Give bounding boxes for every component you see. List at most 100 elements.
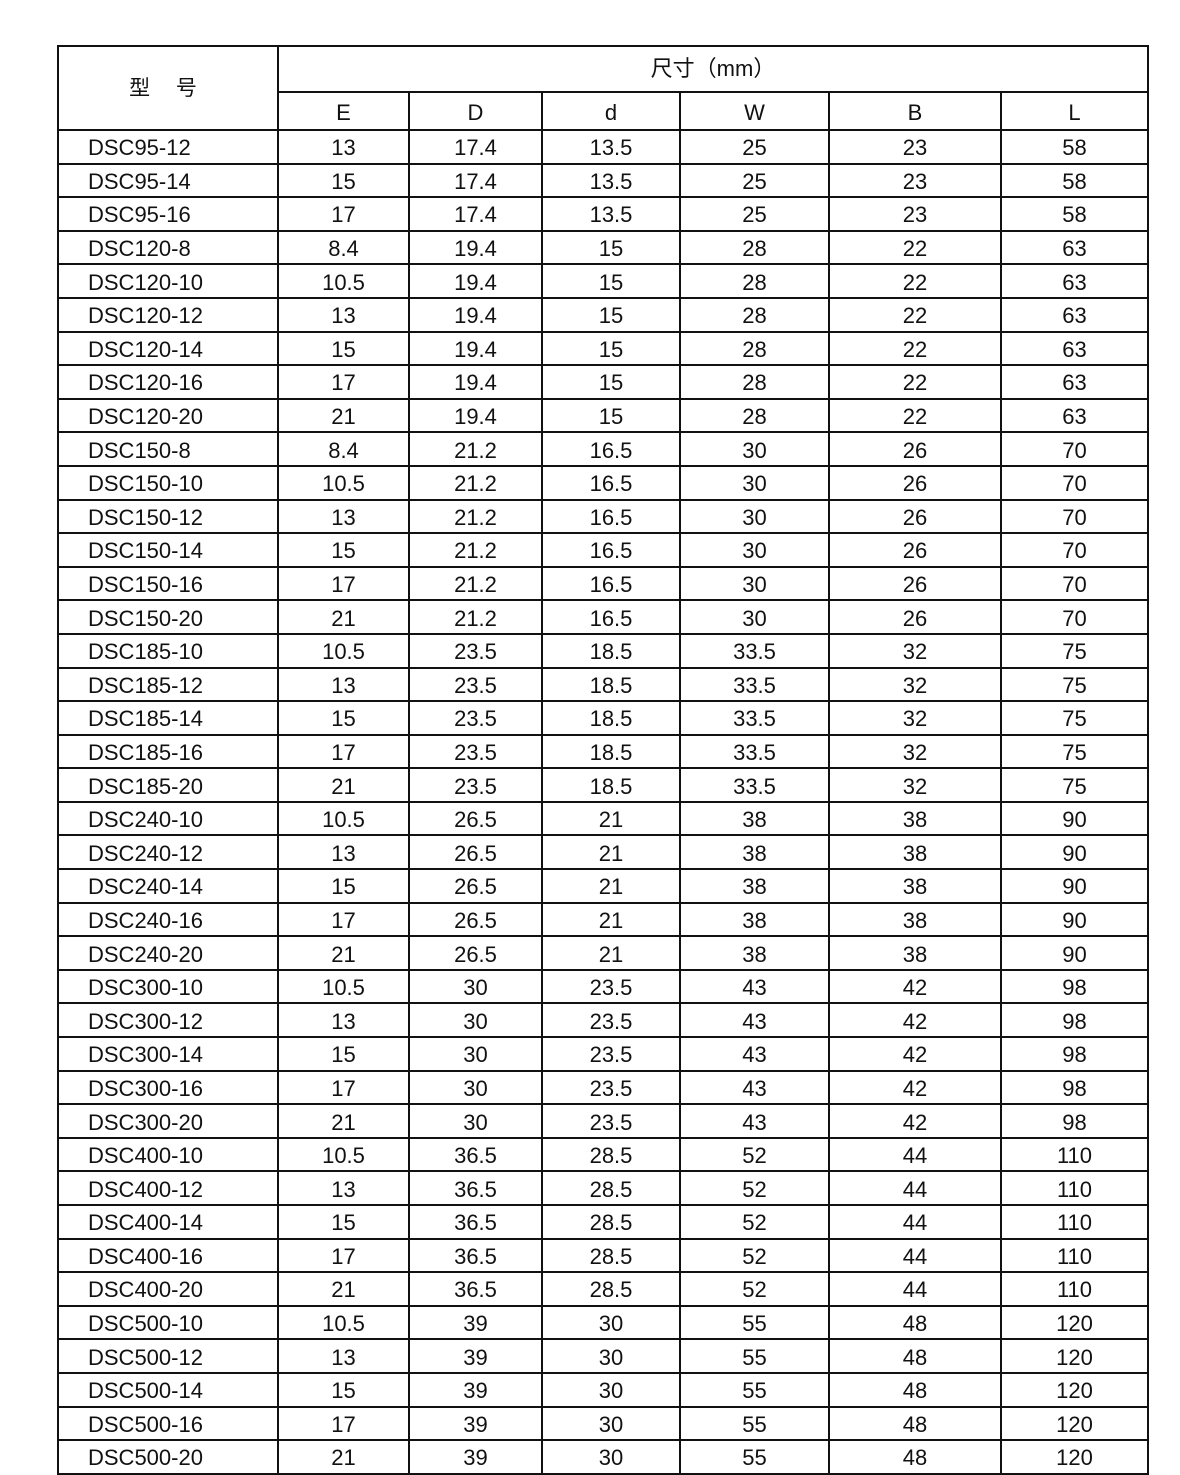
- value-cell-W: 38: [679, 901, 830, 938]
- value-cell-E: 15: [277, 1371, 410, 1408]
- value-cell-L: 120: [1000, 1304, 1149, 1341]
- table-row: DSC95-14 15 17.4 13.5 25 23 58: [57, 162, 1149, 199]
- value-cell-B: 38: [828, 901, 1002, 938]
- value-cell-L: 75: [1000, 733, 1149, 770]
- value-cell-d: 13.5: [541, 129, 681, 165]
- table-row: DSC300-12 13 30 23.5 43 42 98: [57, 1002, 1149, 1039]
- value-cell-D: 39: [408, 1338, 543, 1374]
- value-cell-E: 15: [277, 532, 410, 568]
- value-cell-D: 36.5: [408, 1170, 543, 1206]
- value-cell-d: 28.5: [541, 1136, 681, 1173]
- table-row: DSC400-16 17 36.5 28.5 52 44 110: [57, 1237, 1149, 1274]
- value-cell-E: 21: [277, 397, 410, 434]
- value-cell-B: 22: [828, 263, 1002, 299]
- value-cell-L: 70: [1000, 532, 1149, 568]
- model-cell: DSC150-8: [57, 431, 279, 467]
- value-cell-W: 28: [679, 397, 830, 434]
- value-cell-B: 22: [828, 330, 1002, 367]
- value-cell-L: 90: [1000, 868, 1149, 904]
- model-cell: DSC240-10: [57, 800, 279, 837]
- value-cell-W: 38: [679, 935, 830, 971]
- value-cell-E: 13: [277, 666, 410, 703]
- value-cell-d: 23.5: [541, 1069, 681, 1106]
- model-cell: DSC300-20: [57, 1103, 279, 1139]
- table-row: DSC240-10 10.5 26.5 21 38 38 90: [57, 800, 1149, 837]
- value-cell-B: 48: [828, 1405, 1002, 1442]
- value-cell-D: 21.2: [408, 431, 543, 467]
- value-cell-D: 19.4: [408, 364, 543, 400]
- table-row: DSC400-20 21 36.5 28.5 52 44 110: [57, 1271, 1149, 1307]
- value-cell-L: 110: [1000, 1204, 1149, 1240]
- table-row: DSC500-14 15 39 30 55 48 120: [57, 1371, 1149, 1408]
- table-row: DSC120-16 17 19.4 15 28 22 63: [57, 364, 1149, 400]
- value-cell-d: 28.5: [541, 1237, 681, 1274]
- table-row: DSC185-14 15 23.5 18.5 33.5 32 75: [57, 700, 1149, 736]
- model-cell: DSC150-12: [57, 498, 279, 535]
- model-cell: DSC95-12: [57, 129, 279, 165]
- value-cell-L: 98: [1000, 968, 1149, 1005]
- value-cell-d: 15: [541, 364, 681, 400]
- value-cell-d: 16.5: [541, 565, 681, 602]
- table-row: DSC400-12 13 36.5 28.5 52 44 110: [57, 1170, 1149, 1206]
- value-cell-W: 43: [679, 1002, 830, 1039]
- value-cell-W: 28: [679, 364, 830, 400]
- column-header-E: E: [277, 91, 410, 131]
- value-cell-L: 120: [1000, 1338, 1149, 1374]
- model-cell: DSC240-20: [57, 935, 279, 971]
- value-cell-d: 15: [541, 330, 681, 367]
- value-cell-W: 52: [679, 1136, 830, 1173]
- model-cell: DSC500-10: [57, 1304, 279, 1341]
- value-cell-L: 63: [1000, 330, 1149, 367]
- value-cell-L: 110: [1000, 1271, 1149, 1307]
- column-header-d: d: [541, 91, 681, 131]
- value-cell-E: 21: [277, 767, 410, 803]
- table-row: DSC150-10 10.5 21.2 16.5 30 26 70: [57, 464, 1149, 501]
- model-cell: DSC400-20: [57, 1271, 279, 1307]
- model-cell: DSC120-16: [57, 364, 279, 400]
- value-cell-D: 26.5: [408, 834, 543, 871]
- value-cell-L: 120: [1000, 1439, 1149, 1475]
- value-cell-D: 36.5: [408, 1204, 543, 1240]
- value-cell-B: 23: [828, 129, 1002, 165]
- value-cell-E: 15: [277, 1036, 410, 1072]
- value-cell-B: 22: [828, 397, 1002, 434]
- table-row: DSC240-12 13 26.5 21 38 38 90: [57, 834, 1149, 871]
- value-cell-E: 17: [277, 1237, 410, 1274]
- value-cell-W: 30: [679, 532, 830, 568]
- table-row: DSC500-10 10.5 39 30 55 48 120: [57, 1304, 1149, 1341]
- value-cell-d: 28.5: [541, 1204, 681, 1240]
- value-cell-D: 23.5: [408, 666, 543, 703]
- model-cell: DSC120-20: [57, 397, 279, 434]
- value-cell-W: 30: [679, 599, 830, 635]
- value-cell-L: 70: [1000, 498, 1149, 535]
- value-cell-W: 28: [679, 263, 830, 299]
- value-cell-L: 75: [1000, 666, 1149, 703]
- value-cell-E: 17: [277, 1069, 410, 1106]
- value-cell-D: 30: [408, 968, 543, 1005]
- value-cell-d: 21: [541, 868, 681, 904]
- table-row: DSC300-20 21 30 23.5 43 42 98: [57, 1103, 1149, 1139]
- value-cell-D: 23.5: [408, 767, 543, 803]
- value-cell-D: 39: [408, 1371, 543, 1408]
- model-cell: DSC150-10: [57, 464, 279, 501]
- value-cell-E: 13: [277, 834, 410, 871]
- value-cell-W: 33.5: [679, 700, 830, 736]
- model-cell: DSC95-16: [57, 196, 279, 232]
- header-row: 型 号 尺寸（mm）: [57, 45, 1149, 131]
- value-cell-L: 70: [1000, 464, 1149, 501]
- table-row: DSC95-16 17 17.4 13.5 25 23 58: [57, 196, 1149, 232]
- value-cell-L: 75: [1000, 632, 1149, 669]
- value-cell-B: 22: [828, 229, 1002, 266]
- value-cell-B: 38: [828, 800, 1002, 837]
- model-cell: DSC150-16: [57, 565, 279, 602]
- value-cell-d: 15: [541, 263, 681, 299]
- table-row: DSC300-10 10.5 30 23.5 43 42 98: [57, 968, 1149, 1005]
- column-header-W: W: [679, 91, 830, 131]
- table-row: DSC300-16 17 30 23.5 43 42 98: [57, 1069, 1149, 1106]
- value-cell-D: 36.5: [408, 1237, 543, 1274]
- value-cell-W: 38: [679, 834, 830, 871]
- value-cell-L: 98: [1000, 1002, 1149, 1039]
- value-cell-B: 38: [828, 834, 1002, 871]
- value-cell-D: 19.4: [408, 296, 543, 333]
- value-cell-B: 38: [828, 868, 1002, 904]
